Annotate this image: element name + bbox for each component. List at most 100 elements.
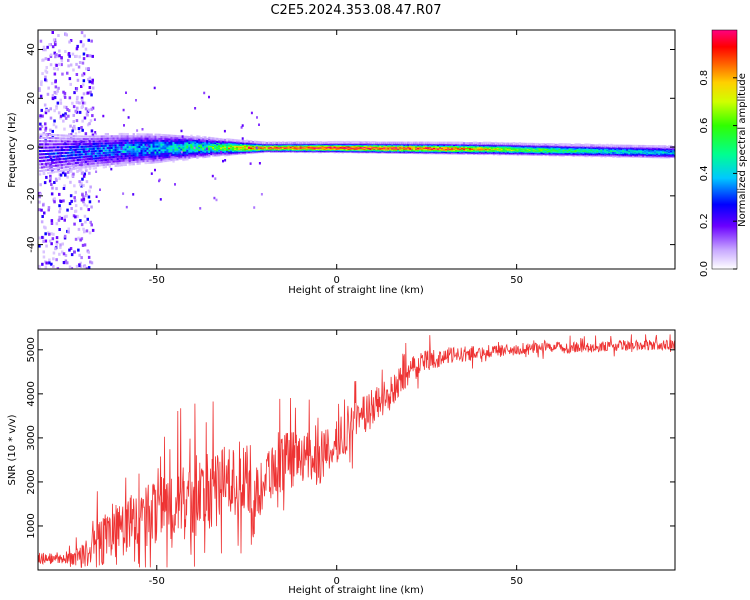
- spectrogram-cell: [70, 140, 74, 143]
- spectrogram-cell: [59, 98, 62, 102]
- spectrogram-cell: [138, 133, 141, 136]
- spectrogram-cell: [60, 143, 64, 146]
- spectrogram-cell: [180, 156, 183, 159]
- spectrogram-cell: [80, 256, 83, 260]
- spectrogram-cell: [78, 158, 82, 161]
- spectrogram-cell: [110, 158, 113, 161]
- spectrogram-cell: [417, 141, 420, 144]
- spectrogram-cell: [82, 155, 86, 158]
- spectrogram-cell: [118, 150, 121, 154]
- spectrogram-cell: [66, 170, 70, 174]
- spectrogram-cell: [134, 158, 137, 161]
- spectrogram-cell: [122, 150, 125, 153]
- spectrogram-cell: [64, 166, 68, 169]
- spectrogram-cell: [80, 163, 84, 166]
- spectrogram-cell: [152, 159, 155, 162]
- spectrogram-cell: [87, 266, 91, 269]
- spectrogram-cell: [471, 142, 474, 145]
- spectrogram-cell: [56, 165, 60, 169]
- spectrogram-cell: [399, 141, 402, 144]
- spectrogram-cell: [160, 139, 163, 142]
- spectrogram-cell: [72, 113, 75, 117]
- spectrogram-cell: [64, 254, 68, 257]
- spectrogram-cell: [86, 145, 90, 148]
- spectrogram-cell: [55, 258, 58, 262]
- spectrogram-cell: [202, 141, 205, 144]
- spectrogram-cell: [41, 153, 44, 156]
- spectrogram-cell: [132, 152, 135, 155]
- spectrogram-cell: [160, 154, 163, 157]
- spectrogram-cell: [46, 92, 50, 96]
- spectrogram-cell: [72, 162, 76, 165]
- spectrogram-cell: [216, 146, 219, 149]
- spectrogram-cell: [85, 204, 89, 208]
- spectrogram-cell: [188, 155, 191, 158]
- spectrogram-cell: [88, 54, 92, 58]
- spectrogram-cell: [70, 165, 74, 168]
- spectrogram-cell: [77, 227, 81, 231]
- spectrogram-cell: [60, 134, 64, 137]
- spectrogram-cell: [188, 144, 191, 147]
- spectrogram-cell: [463, 142, 466, 145]
- spectrogram-cell: [76, 164, 80, 167]
- spectrogram-cell: [508, 142, 512, 145]
- spectrogram-cell: [313, 141, 316, 144]
- spectrogram-cell: [80, 31, 84, 35]
- spectrogram-cell: [152, 155, 155, 158]
- spectrogram-cell: [58, 137, 62, 140]
- spectrogram-cell: [150, 135, 153, 138]
- spectrogram-cell: [170, 153, 173, 156]
- spectrogram-cell: [190, 153, 193, 156]
- spectrogram-cell: [120, 157, 123, 160]
- spectrogram-cell: [431, 141, 434, 144]
- spectrogram-cell: [192, 148, 195, 152]
- spectrogram-cell: [393, 141, 396, 144]
- spectrogram-cell: [66, 163, 70, 166]
- spectrogram-cell: [91, 86, 95, 90]
- spectrogram-cell: [59, 173, 63, 177]
- spectrogram-cell: [190, 146, 193, 149]
- spectrogram-cell: [68, 165, 72, 168]
- spectrogram-cell: [198, 136, 201, 140]
- spectrogram-cell: [116, 142, 119, 145]
- spectrogram-cell: [60, 56, 63, 60]
- spectrogram-cell: [94, 135, 97, 138]
- spectrogram-cell: [182, 154, 185, 157]
- spectrogram-cell: [63, 114, 67, 118]
- spectrogram-cell: [43, 153, 46, 156]
- spectrogram-cell: [168, 138, 171, 141]
- spectrogram-cell: [514, 142, 518, 145]
- spectrogram-cell: [182, 158, 185, 162]
- spectrogram-cell: [70, 148, 74, 151]
- spectrogram-cell: [194, 136, 197, 139]
- spectrogram-cell: [150, 149, 153, 152]
- spectrogram-cell: [144, 160, 147, 163]
- spectrogram-cell: [208, 139, 211, 142]
- spectrogram-cell: [128, 150, 131, 153]
- spectrogram-cell: [118, 132, 121, 136]
- spectrogram-cell: [156, 147, 159, 150]
- spectrogram-cell: [44, 260, 47, 264]
- spectrogram-cell: [44, 111, 48, 115]
- spectrogram-cell: [58, 158, 62, 161]
- spectrogram-cell: [357, 140, 360, 144]
- spectrogram-cell: [158, 156, 161, 159]
- spectrogram-cell: [162, 145, 165, 148]
- spectrogram-cell: [174, 158, 177, 161]
- spectrogram-cell: [476, 142, 480, 145]
- spectrogram-cell: [57, 34, 60, 37]
- spectrogram-cell: [64, 151, 68, 154]
- spectrogram-cell: [98, 154, 101, 157]
- spectrogram-cell: [45, 162, 48, 165]
- spectrogram-cell: [48, 162, 52, 165]
- spectrogram-cell: [89, 90, 92, 94]
- spectrogram-cell: [124, 146, 127, 149]
- spectrogram-cell: [184, 157, 187, 160]
- spectrogram-cell: [190, 156, 193, 159]
- spectrogram-cell: [208, 136, 211, 139]
- spectrogram-cell: [242, 139, 245, 143]
- spectrogram-cell: [409, 141, 412, 144]
- spectrogram-cell: [70, 162, 74, 165]
- spectrogram-cell: [144, 147, 147, 150]
- spectrogram-cell: [47, 149, 50, 152]
